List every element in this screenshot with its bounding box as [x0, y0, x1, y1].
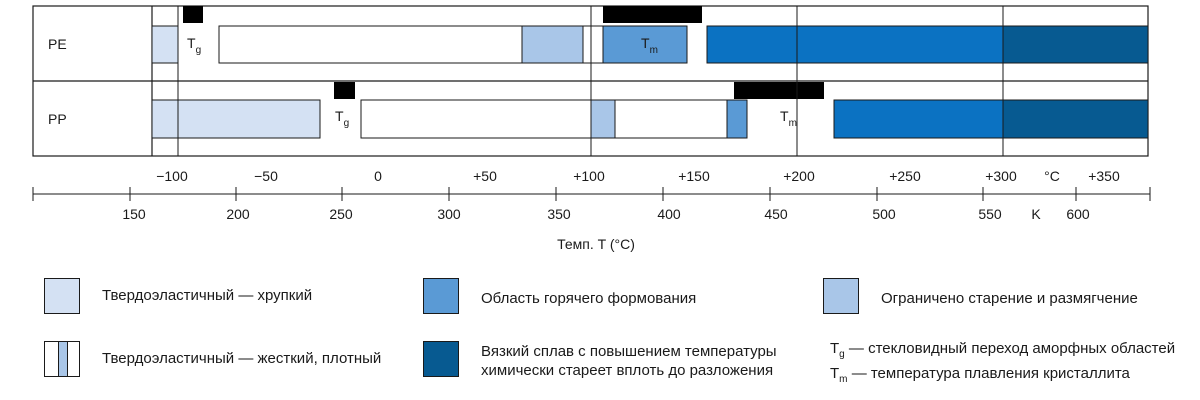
- kelvin-tick: 550: [978, 206, 1002, 222]
- kelvin-tick: 450: [764, 206, 788, 222]
- pe-row-bars: Tg Tm: [151, 6, 1149, 64]
- pp-hard-bar-2: [614, 99, 728, 139]
- celsius-tick: +300: [985, 168, 1017, 184]
- kelvin-tick: 400: [657, 206, 681, 222]
- kelvin-tick: 350: [547, 206, 571, 222]
- axis-line: [32, 187, 1151, 201]
- pe-hard-bar-2: [582, 25, 604, 64]
- pp-tg-marker: [334, 82, 355, 99]
- pp-hard-bar: [360, 99, 592, 139]
- axis-title: Темп. T (°C): [557, 236, 635, 252]
- row-label-pe: PE: [48, 36, 67, 52]
- kelvin-tick: 500: [872, 206, 896, 222]
- pe-melt-decomp-bar: [1002, 25, 1149, 64]
- pp-hot-forming-bar: [726, 99, 748, 139]
- celsius-axis: −100 −50 0 +50 +100 +150 +200 +250 +300 …: [156, 168, 1120, 184]
- pp-melt-bar: [833, 99, 1004, 139]
- kelvin-unit: K: [1031, 206, 1041, 222]
- pe-brittle-bar: [151, 25, 179, 64]
- celsius-tick: −100: [156, 168, 188, 184]
- pp-melt-decomp-bar: [1002, 99, 1149, 139]
- pe-hot-forming-bar: [602, 25, 688, 64]
- pp-tm-label: Tm: [780, 108, 797, 129]
- kelvin-tick: 300: [437, 206, 461, 222]
- celsius-tick: +100: [573, 168, 605, 184]
- kelvin-tick: 200: [226, 206, 250, 222]
- pe-tg-label: Tg: [187, 35, 201, 56]
- celsius-tick: +50: [473, 168, 497, 184]
- kelvin-tick: 150: [122, 206, 146, 222]
- pe-melt-bar: [706, 25, 1004, 64]
- pp-limited-aging-bar: [590, 99, 616, 139]
- pp-row-bars: Tg Tm: [151, 82, 1149, 139]
- celsius-tick: +250: [889, 168, 921, 184]
- celsius-tick: 0: [374, 168, 382, 184]
- celsius-unit: °C: [1044, 168, 1060, 184]
- pe-tm-label: Tm: [641, 35, 658, 56]
- celsius-tick: +350: [1088, 168, 1120, 184]
- celsius-tick: +200: [783, 168, 815, 184]
- pp-tm-marker: [734, 82, 824, 99]
- pe-tg-marker: [183, 6, 203, 23]
- row-label-pp: PP: [48, 111, 67, 127]
- celsius-tick: −50: [254, 168, 278, 184]
- pe-limited-aging-bar: [521, 25, 584, 64]
- reference-lines: [177, 6, 1004, 156]
- pp-brittle-bar: [151, 99, 321, 139]
- pe-tm-marker: [603, 6, 702, 23]
- kelvin-axis: 150 200 250 300 350 400 450 500 550 K 60…: [122, 206, 1090, 222]
- kelvin-tick: 600: [1066, 206, 1090, 222]
- pp-tg-label: Tg: [335, 108, 349, 129]
- celsius-tick: +150: [678, 168, 710, 184]
- pe-hard-bar: [218, 25, 523, 64]
- kelvin-tick: 250: [329, 206, 353, 222]
